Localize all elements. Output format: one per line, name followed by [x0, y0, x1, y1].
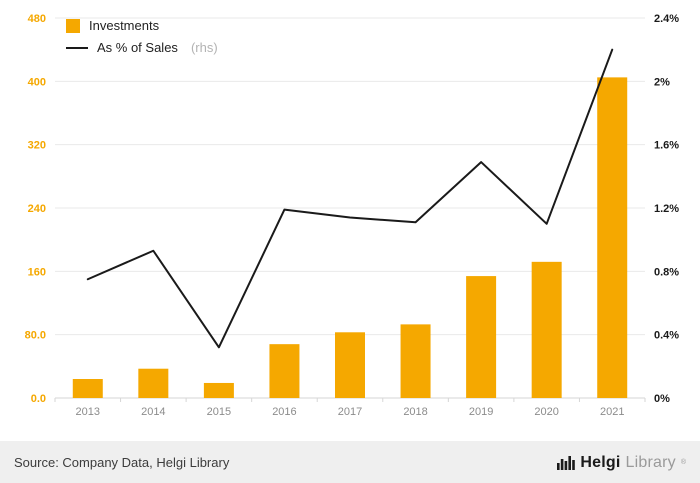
bar-2015	[203, 382, 234, 398]
legend-investments-label: Investments	[89, 18, 160, 33]
brand-icon	[557, 455, 576, 470]
x-axis-label: 2017	[338, 406, 362, 418]
bar-2016	[269, 344, 300, 398]
right-axis-tick: 0%	[654, 393, 670, 405]
legend-item-investments: Investments	[66, 19, 218, 33]
chart-area: 0.0 0% 80.0 0.4% 160 0.8% 240 1.2% 320 1.6% 400 2% 4…	[24, 13, 680, 418]
left-axis-tick: 400	[28, 76, 46, 88]
x-axis-label: 2018	[403, 406, 427, 418]
bar-2014	[138, 368, 169, 398]
brand-name-bold: Helgi	[580, 453, 621, 471]
bar-2020	[531, 261, 562, 398]
legend: Investments As % of Sales (rhs)	[66, 19, 218, 55]
right-axis-tick: 0.4%	[654, 330, 679, 342]
x-axis-label: 2013	[76, 406, 100, 418]
left-axis-tick: 320	[28, 140, 46, 152]
brand-logo: Helgi Library ®	[557, 454, 686, 471]
brand-name-light: Library	[625, 453, 676, 471]
x-axis-label: 2020	[534, 406, 558, 418]
footer: Source: Company Data, Helgi Library Helg…	[0, 441, 700, 483]
bar-2019	[466, 276, 497, 398]
x-axis-label: 2016	[272, 406, 296, 418]
source-text: Source: Company Data, Helgi Library	[14, 454, 230, 470]
bar-2017	[335, 332, 365, 398]
right-axis-tick: 2.4%	[654, 13, 679, 25]
x-axis-label: 2021	[600, 406, 624, 418]
legend-rhs-suffix: (rhs)	[190, 40, 218, 55]
x-axis-label: 2015	[207, 406, 231, 418]
legend-investments-swatch	[66, 19, 80, 33]
right-axis-tick: 0.8%	[654, 266, 679, 278]
legend-item-pct-of-sales: As % of Sales (rhs)	[66, 41, 218, 55]
left-axis-tick: 160	[28, 266, 46, 278]
right-axis-tick: 2%	[654, 76, 670, 88]
x-axis-label: 2014	[141, 406, 165, 418]
bar-2018	[400, 324, 431, 398]
bar-2021	[597, 77, 628, 398]
bar-2013	[72, 379, 103, 398]
legend-line-swatch	[66, 47, 88, 49]
left-axis-tick: 240	[28, 203, 46, 215]
right-axis-tick: 1.2%	[654, 203, 679, 215]
pct-of-sales-line	[86, 48, 614, 349]
x-axis-label: 2019	[469, 406, 493, 418]
left-axis-tick: 480	[28, 13, 46, 25]
brand-trademark: ®	[680, 458, 686, 466]
right-axis-tick: 1.6%	[654, 140, 679, 152]
chart-svg: 0.0 0% 80.0 0.4% 160 0.8% 240 1.2% 320 1.6% 400 2% 4…	[25, 13, 680, 418]
legend-pct-label: As % of Sales	[97, 40, 178, 55]
left-axis-tick: 80.0	[25, 330, 46, 342]
left-axis-tick: 0.0	[31, 393, 46, 405]
